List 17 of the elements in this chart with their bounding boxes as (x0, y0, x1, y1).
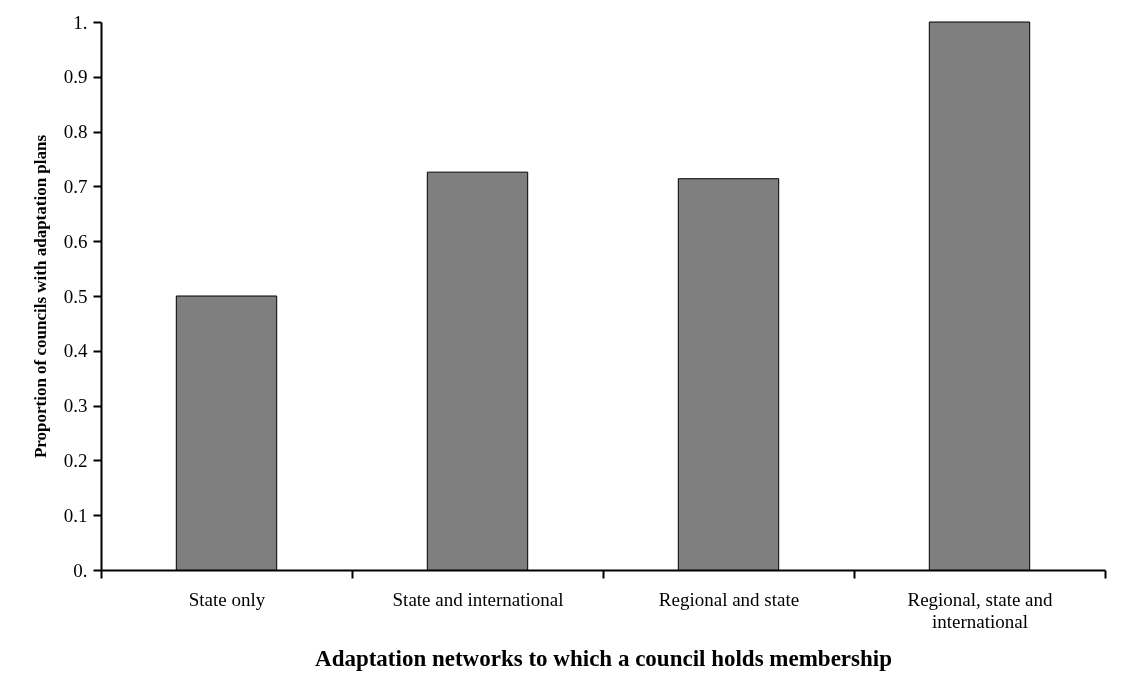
y-tick-label: 0.9 (63, 66, 88, 88)
y-tick-label: 0. (73, 559, 88, 581)
y-tick-label: 0.5 (63, 285, 88, 307)
y-tick-label: 0.4 (63, 340, 88, 362)
y-tick-label: 0.2 (63, 449, 88, 471)
y-tick-label: 0.7 (63, 175, 88, 197)
x-axis-title: Adaptation networks to which a council holds membership (315, 645, 892, 671)
x-tick-label: Regional, state and international (907, 588, 1054, 632)
y-tick-label: 0.3 (63, 395, 88, 417)
x-tick-label: State only (188, 588, 266, 610)
y-tick-label: 0.1 (63, 504, 88, 526)
x-tick-label: Regional and state (658, 588, 800, 610)
y-tick-label: 0.8 (63, 121, 88, 143)
y-axis-title: Proportion of councils with adaptation plans (30, 134, 50, 459)
y-tick-label: 1. (73, 11, 88, 33)
x-tick-label: State and international (392, 588, 564, 610)
y-tick-label: 0.6 (63, 230, 88, 252)
